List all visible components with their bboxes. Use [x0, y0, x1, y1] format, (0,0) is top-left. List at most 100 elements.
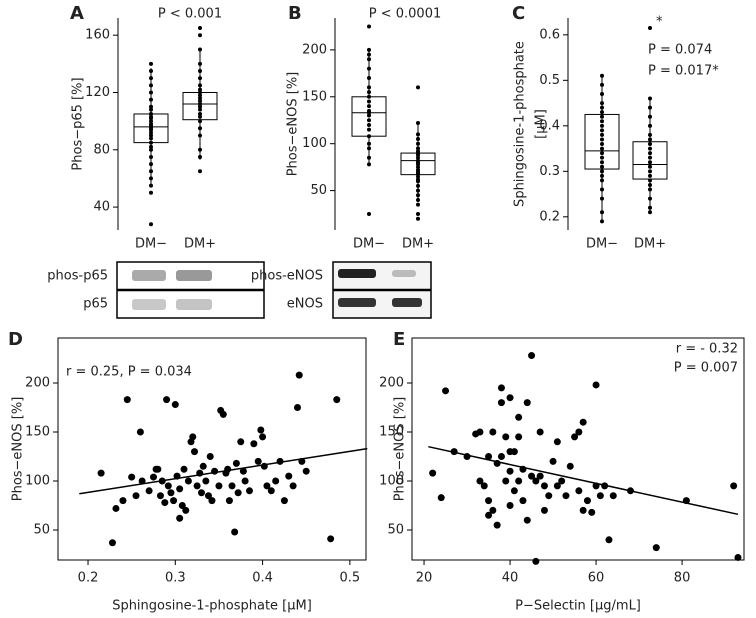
point — [198, 111, 202, 116]
point — [489, 428, 497, 436]
y-tick-label: 0.4 — [539, 118, 560, 133]
point — [156, 492, 164, 500]
point — [176, 514, 184, 522]
point — [367, 94, 371, 99]
point — [289, 482, 297, 490]
y-tick-label: 50 — [387, 523, 404, 538]
blot-label: phos-p65 — [47, 269, 108, 284]
point — [600, 151, 604, 156]
point — [648, 178, 652, 183]
point — [149, 69, 153, 73]
x-tick-label: 20 — [416, 571, 433, 586]
point — [149, 61, 153, 66]
point — [416, 149, 420, 154]
point — [540, 482, 548, 490]
y-tick-label: 40 — [93, 200, 110, 215]
point — [648, 137, 652, 142]
point — [327, 535, 335, 543]
point — [609, 492, 617, 500]
point — [170, 497, 178, 505]
point — [149, 222, 153, 227]
point — [198, 96, 202, 101]
point — [254, 457, 262, 465]
point — [416, 183, 420, 188]
point — [149, 473, 157, 481]
point — [600, 123, 604, 128]
annotation: P = 0.007 — [674, 361, 738, 376]
point — [600, 187, 604, 192]
point — [215, 482, 223, 490]
point — [149, 119, 153, 124]
y-tick-label: 100 — [25, 474, 50, 489]
point — [149, 136, 153, 141]
point — [206, 452, 214, 460]
point — [596, 492, 604, 500]
blot-band — [392, 270, 416, 277]
point — [506, 502, 514, 510]
point — [198, 114, 202, 119]
plot-frame — [411, 337, 745, 561]
point — [149, 107, 153, 112]
point — [540, 506, 548, 514]
point — [198, 33, 202, 38]
point — [648, 173, 652, 178]
x-tick-label: 0.5 — [340, 571, 361, 586]
point — [163, 396, 171, 404]
point — [734, 553, 742, 561]
point — [648, 169, 652, 174]
point — [367, 99, 371, 104]
point — [198, 47, 202, 52]
point — [648, 160, 652, 165]
point — [198, 99, 202, 104]
point — [502, 477, 510, 485]
blot-band — [176, 299, 212, 310]
point — [145, 487, 153, 495]
point — [267, 487, 275, 495]
y-tick-label: 200 — [25, 375, 50, 390]
point — [149, 122, 153, 126]
point — [198, 126, 202, 131]
x-tick-label: DM+ — [184, 237, 216, 252]
point — [197, 489, 205, 497]
point — [149, 104, 153, 109]
point — [257, 426, 265, 434]
point — [648, 105, 652, 110]
panel-letter: D — [8, 329, 23, 350]
point — [437, 494, 445, 502]
point — [600, 105, 604, 110]
x-axis-label: Sphingosine-1-phosphate [μM] — [112, 599, 312, 614]
point — [198, 76, 202, 81]
point — [579, 506, 587, 514]
point — [149, 111, 153, 116]
y-axis-label: Phos−eNOS [%] — [393, 397, 408, 502]
point — [575, 487, 583, 495]
point — [583, 497, 591, 505]
point — [204, 492, 212, 500]
x-tick-label: DM− — [586, 237, 618, 252]
point — [600, 160, 604, 165]
point — [600, 219, 604, 224]
point — [600, 155, 604, 160]
point — [600, 178, 604, 183]
point — [154, 465, 162, 473]
blot-band — [392, 298, 422, 307]
point — [648, 164, 652, 169]
point — [184, 477, 192, 485]
point — [648, 123, 652, 128]
x-axis-label: P−Selectin [μg/mL] — [515, 599, 641, 614]
point — [367, 47, 371, 52]
point — [648, 182, 652, 187]
blot-b — [332, 261, 432, 319]
point — [138, 477, 146, 485]
point — [149, 183, 153, 188]
point — [198, 87, 202, 92]
annotation: P = 0.074 — [648, 43, 712, 58]
point — [416, 132, 420, 137]
y-tick-label: 200 — [302, 42, 327, 57]
point — [180, 465, 188, 473]
point — [648, 151, 652, 156]
point — [416, 167, 420, 172]
point — [182, 506, 190, 514]
point — [198, 69, 202, 73]
point — [367, 162, 371, 167]
